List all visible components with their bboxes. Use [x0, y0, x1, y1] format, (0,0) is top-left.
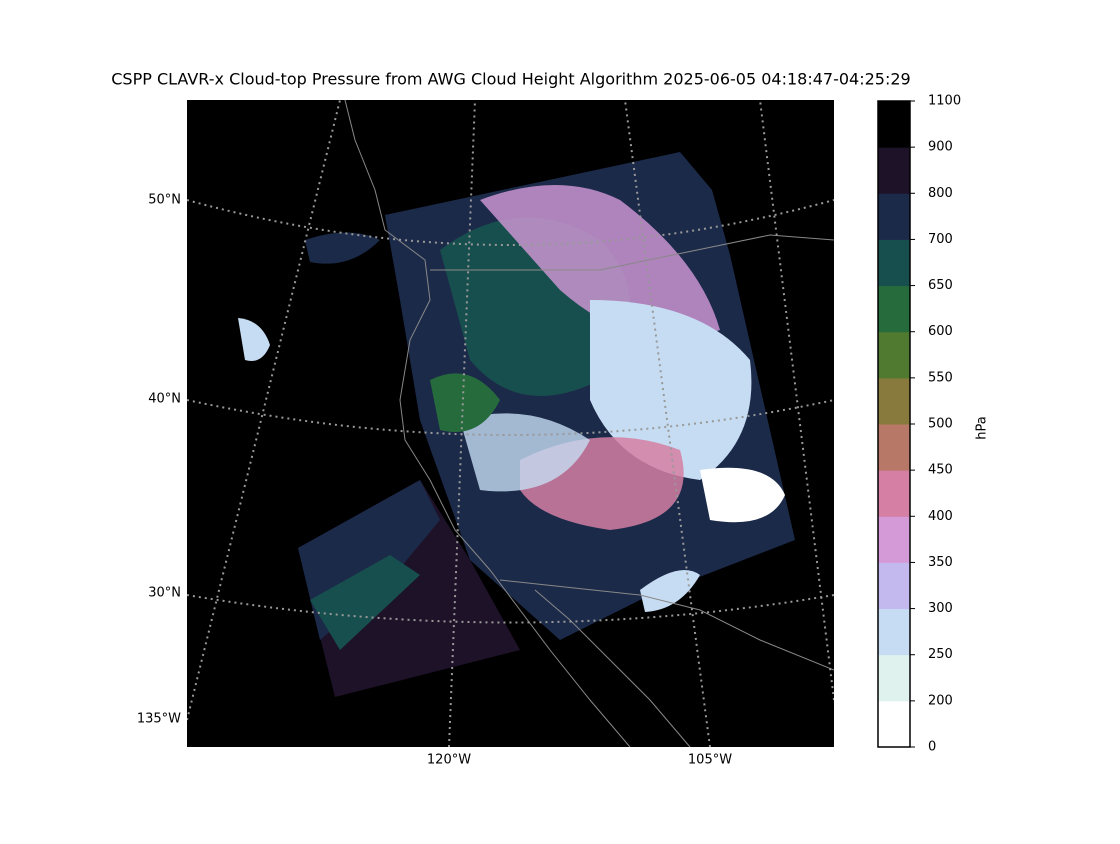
colorbar-bin [878, 562, 910, 610]
graticule [187, 100, 834, 747]
colorbar: 0 200 250 300 350 400 450 500 550 600 650 700 800 900… [877, 94, 961, 755]
colorbar-tick-label: 800 [928, 186, 953, 201]
colorbar-bin [878, 654, 910, 702]
colorbar-bin [878, 700, 910, 748]
colorbar-tick-label: 600 [928, 324, 953, 339]
lon-label: 105°W [688, 753, 732, 768]
lat-label: 40°N [148, 392, 181, 407]
colorbar-tick-label: 450 [928, 463, 953, 478]
lon-label: 135°W [137, 712, 181, 727]
colorbar-tick-label: 350 [928, 555, 953, 570]
map: 50°N 40°N 30°N 135°W 120°W 105°W [137, 100, 834, 768]
colorbar-bin [878, 331, 910, 379]
colorbar-tick-label: 0 [928, 740, 936, 755]
colorbar-tick-label: 300 [928, 601, 953, 616]
colorbar-bin [878, 193, 910, 240]
coastline [344, 100, 834, 747]
colorbar-tick-label: 1100 [928, 94, 961, 109]
colorbar-tick-label: 700 [928, 232, 953, 247]
colorbar-bin [878, 377, 910, 425]
colorbar-label: hPa [975, 416, 990, 439]
colorbar-bin [878, 101, 910, 148]
lat-label: 30°N [148, 586, 181, 601]
colorbar-bin [878, 239, 910, 287]
colorbar-bin [878, 608, 910, 656]
colorbar-tick-label: 500 [928, 417, 953, 432]
colorbar-bin [878, 285, 910, 333]
colorbar-tick-label: 250 [928, 647, 953, 662]
colorbar-bin [878, 516, 910, 563]
colorbar-bin [878, 424, 910, 471]
colorbar-tick-label: 550 [928, 370, 953, 385]
colorbar-bin [878, 147, 910, 194]
lon-label: 120°W [427, 753, 471, 768]
lat-label: 50°N [148, 193, 181, 208]
colorbar-tick-label: 650 [928, 278, 953, 293]
colorbar-tick-label: 400 [928, 509, 953, 524]
cloud-imagery [238, 152, 795, 697]
colorbar-tick-label: 200 [928, 693, 953, 708]
colorbar-bin [878, 470, 910, 517]
title: CSPP CLAVR-x Cloud-top Pressure from AWG… [111, 70, 910, 89]
colorbar-tick-label: 900 [928, 140, 953, 155]
